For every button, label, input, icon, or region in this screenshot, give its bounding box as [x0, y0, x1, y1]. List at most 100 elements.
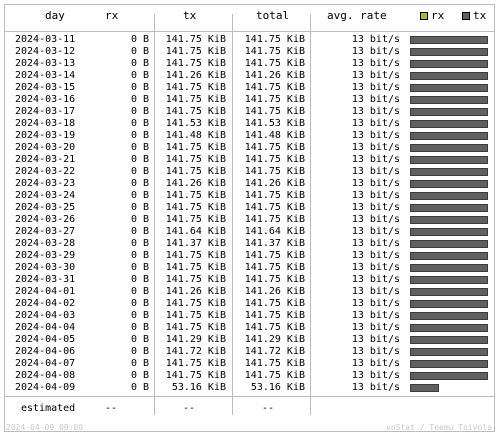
tx-bar	[410, 264, 488, 272]
day-cell: 2024-04-03	[15, 310, 76, 321]
table-row: 2024-03-14 0 B 141.26 KiB 141.26 KiB 13 bit/…	[0, 70, 500, 82]
day-cell: 2024-03-11	[15, 34, 76, 45]
rate-cell: 13 bit/s	[351, 166, 400, 177]
total-cell: 141.75 KiB	[244, 262, 305, 273]
total-cell: 141.53 KiB	[244, 118, 305, 129]
table-row: 2024-04-03 0 B 141.75 KiB 141.75 KiB 13 bit/…	[0, 310, 500, 322]
table-row: 2024-04-06 0 B 141.72 KiB 141.72 KiB 13 bit/…	[0, 346, 500, 358]
total-cell: 141.75 KiB	[244, 82, 305, 93]
table-row: 2024-03-11 0 B 141.75 KiB 141.75 KiB 13 bit/…	[0, 34, 500, 46]
total-cell: 141.26 KiB	[244, 286, 305, 297]
tx-bar	[410, 252, 488, 260]
tx-bar	[410, 276, 488, 284]
tx-bar	[410, 48, 488, 56]
rx-cell: 0 B	[130, 322, 149, 333]
tx-cell: 141.75 KiB	[165, 310, 226, 321]
tx-bar	[410, 288, 488, 296]
tx-cell: 141.75 KiB	[165, 82, 226, 93]
rx-cell: 0 B	[130, 130, 149, 141]
rx-cell: 0 B	[130, 346, 149, 357]
estimated-label: estimated	[21, 403, 76, 414]
tx-cell: 141.75 KiB	[165, 262, 226, 273]
rate-cell: 13 bit/s	[351, 130, 400, 141]
header-avg-rate: avg. rate	[327, 9, 387, 22]
table-row: 2024-03-22 0 B 141.75 KiB 141.75 KiB 13 bit/…	[0, 166, 500, 178]
table-row: 2024-03-12 0 B 141.75 KiB 141.75 KiB 13 bit/…	[0, 46, 500, 58]
day-cell: 2024-03-16	[15, 94, 76, 105]
rate-cell: 13 bit/s	[351, 382, 400, 393]
rate-cell: 13 bit/s	[351, 58, 400, 69]
total-cell: 141.26 KiB	[244, 178, 305, 189]
day-cell: 2024-03-28	[15, 238, 76, 249]
tx-cell: 141.75 KiB	[165, 298, 226, 309]
table-row: 2024-04-04 0 B 141.75 KiB 141.75 KiB 13 bit/…	[0, 322, 500, 334]
rate-cell: 13 bit/s	[351, 346, 400, 357]
rx-cell: 0 B	[130, 298, 149, 309]
tx-bar	[410, 192, 488, 200]
tx-cell: 141.75 KiB	[165, 322, 226, 333]
rx-cell: 0 B	[130, 94, 149, 105]
estimated-row: estimated -- -- --	[0, 403, 500, 415]
total-cell: 141.75 KiB	[244, 202, 305, 213]
table-row: 2024-03-13 0 B 141.75 KiB 141.75 KiB 13 bit/…	[0, 58, 500, 70]
table-row: 2024-04-02 0 B 141.75 KiB 141.75 KiB 13 bit/…	[0, 298, 500, 310]
tx-cell: 141.75 KiB	[165, 58, 226, 69]
tx-cell: 141.26 KiB	[165, 70, 226, 81]
table-row: 2024-03-28 0 B 141.37 KiB 141.37 KiB 13 bit/…	[0, 238, 500, 250]
rx-cell: 0 B	[130, 214, 149, 225]
rx-cell: 0 B	[130, 70, 149, 81]
total-cell: 141.75 KiB	[244, 190, 305, 201]
tx-bar	[410, 168, 488, 176]
table-row: 2024-03-27 0 B 141.64 KiB 141.64 KiB 13 bit/…	[0, 226, 500, 238]
tx-bar	[410, 300, 488, 308]
tx-cell: 141.72 KiB	[165, 346, 226, 357]
day-cell: 2024-03-25	[15, 202, 76, 213]
rate-cell: 13 bit/s	[351, 262, 400, 273]
tx-cell: 141.75 KiB	[165, 358, 226, 369]
rx-cell: 0 B	[130, 202, 149, 213]
table-row: 2024-03-15 0 B 141.75 KiB 141.75 KiB 13 bit/…	[0, 82, 500, 94]
rx-cell: 0 B	[130, 82, 149, 93]
rx-cell: 0 B	[130, 106, 149, 117]
table-row: 2024-03-20 0 B 141.75 KiB 141.75 KiB 13 bit/…	[0, 142, 500, 154]
tx-bar	[410, 120, 488, 128]
day-cell: 2024-03-27	[15, 226, 76, 237]
day-cell: 2024-03-17	[15, 106, 76, 117]
total-cell: 141.75 KiB	[244, 46, 305, 57]
rate-cell: 13 bit/s	[351, 358, 400, 369]
table-row: 2024-03-26 0 B 141.75 KiB 141.75 KiB 13 bit/…	[0, 214, 500, 226]
rx-cell: 0 B	[130, 370, 149, 381]
total-cell: 141.75 KiB	[244, 94, 305, 105]
day-cell: 2024-04-04	[15, 322, 76, 333]
rate-cell: 13 bit/s	[351, 214, 400, 225]
tx-bar	[410, 228, 488, 236]
rate-cell: 13 bit/s	[351, 298, 400, 309]
footer-timestamp: 2024-04-09 09:00	[6, 423, 84, 432]
legend-tx-swatch	[462, 12, 470, 20]
header-separator	[4, 31, 495, 32]
table-row: 2024-04-01 0 B 141.26 KiB 141.26 KiB 13 bit/…	[0, 286, 500, 298]
total-cell: 141.37 KiB	[244, 238, 305, 249]
total-cell: 141.75 KiB	[244, 106, 305, 117]
day-cell: 2024-04-06	[15, 346, 76, 357]
rx-cell: 0 B	[130, 178, 149, 189]
day-cell: 2024-04-01	[15, 286, 76, 297]
rate-cell: 13 bit/s	[351, 202, 400, 213]
estimated-separator	[4, 396, 495, 397]
tx-bar	[410, 60, 488, 68]
rate-cell: 13 bit/s	[351, 250, 400, 261]
rx-cell: 0 B	[130, 58, 149, 69]
total-cell: 141.75 KiB	[244, 58, 305, 69]
total-cell: 141.75 KiB	[244, 34, 305, 45]
day-cell: 2024-03-31	[15, 274, 76, 285]
rx-cell: 0 B	[130, 118, 149, 129]
rate-cell: 13 bit/s	[351, 178, 400, 189]
tx-cell: 141.29 KiB	[165, 334, 226, 345]
header-tx: tx	[183, 9, 197, 22]
tx-cell: 141.75 KiB	[165, 370, 226, 381]
tx-cell: 141.75 KiB	[165, 250, 226, 261]
rate-cell: 13 bit/s	[351, 94, 400, 105]
table-row: 2024-04-08 0 B 141.75 KiB 141.75 KiB 13 bit/…	[0, 370, 500, 382]
tx-bar	[410, 84, 488, 92]
tx-cell: 141.48 KiB	[165, 130, 226, 141]
